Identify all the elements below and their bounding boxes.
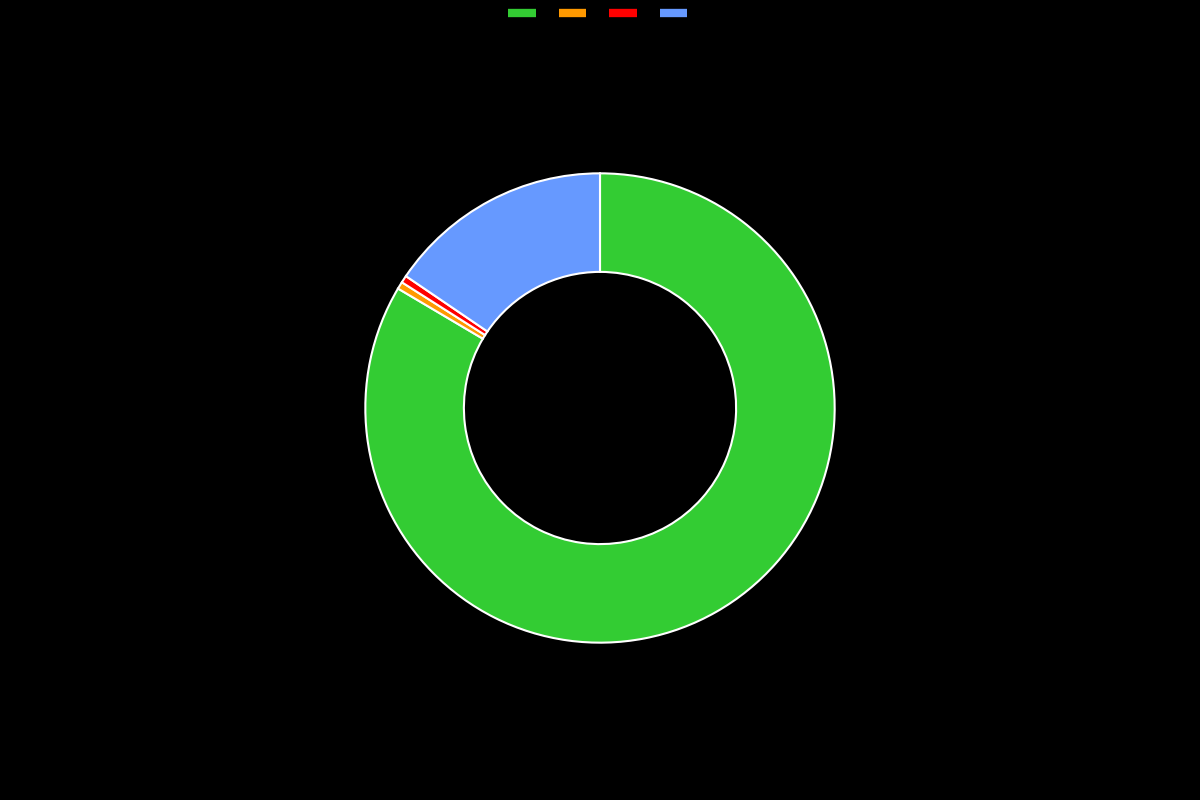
Legend: , , , : , , ,: [509, 7, 691, 22]
Wedge shape: [398, 282, 485, 338]
Wedge shape: [402, 276, 487, 335]
Wedge shape: [365, 174, 835, 642]
Wedge shape: [406, 174, 600, 331]
